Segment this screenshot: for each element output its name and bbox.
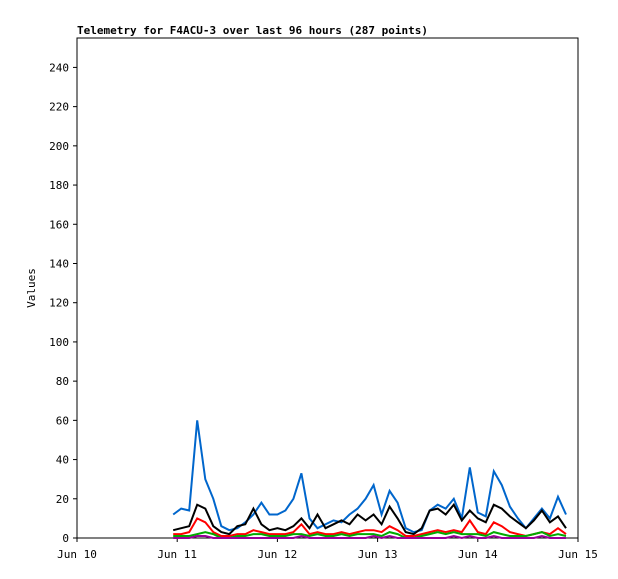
x-tick-label: Jun 13 [358, 548, 398, 561]
y-tick-label: 100 [49, 336, 69, 349]
x-tick-label: Jun 12 [258, 548, 298, 561]
y-tick-label: 200 [49, 140, 69, 153]
series-line [173, 517, 567, 538]
x-tick-label: Jun 10 [57, 548, 97, 561]
x-tick-label: Jun 11 [157, 548, 197, 561]
y-tick-label: 180 [49, 179, 69, 192]
series-line [173, 531, 567, 539]
y-tick-label: 120 [49, 297, 69, 310]
series-line [172, 420, 567, 534]
x-tick-label: Jun 15 [558, 548, 598, 561]
y-tick-label: 60 [56, 414, 69, 427]
y-tick-label: 240 [49, 61, 69, 74]
chart-title: Telemetry for F4ACU-3 over last 96 hours… [77, 24, 428, 37]
y-tick-label: 0 [62, 532, 69, 545]
y-tick-label: 160 [49, 218, 69, 231]
y-tick-label: 40 [56, 454, 69, 467]
y-tick-label: 220 [49, 101, 69, 114]
y-tick-label: 80 [56, 375, 69, 388]
series-line [172, 502, 567, 536]
y-axis-label: Values [25, 268, 38, 308]
series-line [173, 534, 566, 540]
x-tick-label: Jun 14 [458, 548, 498, 561]
y-tick-label: 20 [56, 493, 69, 506]
y-tick-label: 140 [49, 257, 69, 270]
plot-frame [76, 37, 579, 539]
